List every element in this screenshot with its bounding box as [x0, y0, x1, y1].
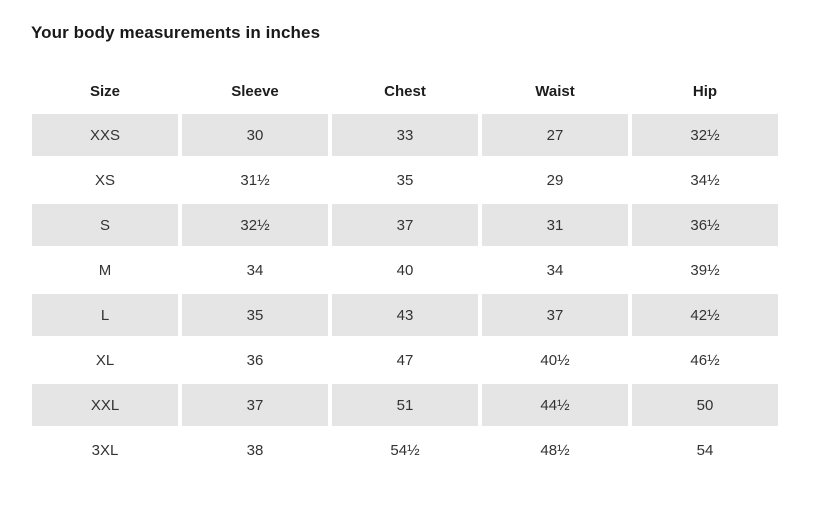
column-header-chest: Chest — [384, 82, 426, 100]
measurement-cell: 31½ — [182, 159, 328, 201]
size-cell: XS — [32, 159, 178, 201]
measurement-cell: 40 — [332, 249, 478, 291]
measurement-cell: 40½ — [482, 339, 628, 381]
measurement-cell: 37 — [332, 204, 478, 246]
size-cell: M — [32, 249, 178, 291]
table-row: XXL 37 51 44½ 50 — [32, 384, 778, 426]
table-row: L 35 43 37 42½ — [32, 294, 778, 336]
column-header-sleeve: Sleeve — [231, 82, 279, 100]
measurement-cell: 32½ — [632, 114, 778, 156]
measurement-cell: 36½ — [632, 204, 778, 246]
measurement-cell: 46½ — [632, 339, 778, 381]
measurement-cell: 27 — [482, 114, 628, 156]
measurement-cell: 29 — [482, 159, 628, 201]
table-row: M 34 40 34 39½ — [32, 249, 778, 291]
measurement-cell: 54½ — [332, 429, 478, 471]
measurement-cell: 39½ — [632, 249, 778, 291]
measurement-cell: 35 — [332, 159, 478, 201]
column-header-hip: Hip — [692, 82, 718, 100]
measurement-cell: 47 — [332, 339, 478, 381]
measurement-cell: 34½ — [632, 159, 778, 201]
measurement-cell: 34 — [482, 249, 628, 291]
measurement-cell: 36 — [182, 339, 328, 381]
column-header-size: Size — [89, 82, 120, 100]
size-cell: L — [32, 294, 178, 336]
size-cell: 3XL — [32, 429, 178, 471]
measurement-cell: 50 — [632, 384, 778, 426]
size-cell: XXS — [32, 114, 178, 156]
measurement-cell: 35 — [182, 294, 328, 336]
measurement-cell: 48½ — [482, 429, 628, 471]
measurement-cell: 42½ — [632, 294, 778, 336]
measurement-cell: 38 — [182, 429, 328, 471]
size-cell: XXL — [32, 384, 178, 426]
table-body: XXS 30 33 27 32½ XS 31½ 35 29 34½ S 32½ 37 31 36½ M 34 40… — [32, 114, 778, 471]
size-cell: S — [32, 204, 178, 246]
page-title: Your body measurements in inches — [31, 23, 321, 42]
size-cell: XL — [32, 339, 178, 381]
measurement-cell: 54 — [632, 429, 778, 471]
table-row: 3XL 38 54½ 48½ 54 — [32, 429, 778, 471]
table-row: XL 36 47 40½ 46½ — [32, 339, 778, 381]
measurement-cell: 30 — [182, 114, 328, 156]
size-chart-table: Size Sleeve Chest Waist Hip XXS 30 33 27 32½ XS 31… — [28, 68, 782, 474]
table-row: S 32½ 37 31 36½ — [32, 204, 778, 246]
table-row: XXS 30 33 27 32½ — [32, 114, 778, 156]
measurement-cell: 31 — [482, 204, 628, 246]
measurement-cell: 37 — [182, 384, 328, 426]
measurement-cell: 32½ — [182, 204, 328, 246]
column-header-waist: Waist — [535, 82, 575, 100]
measurement-cell: 34 — [182, 249, 328, 291]
measurement-cell: 33 — [332, 114, 478, 156]
header-row: Size Sleeve Chest Waist Hip — [32, 71, 778, 111]
table-row: XS 31½ 35 29 34½ — [32, 159, 778, 201]
measurement-cell: 44½ — [482, 384, 628, 426]
table-header: Size Sleeve Chest Waist Hip — [32, 71, 778, 111]
measurement-cell: 43 — [332, 294, 478, 336]
measurement-cell: 51 — [332, 384, 478, 426]
measurement-cell: 37 — [482, 294, 628, 336]
